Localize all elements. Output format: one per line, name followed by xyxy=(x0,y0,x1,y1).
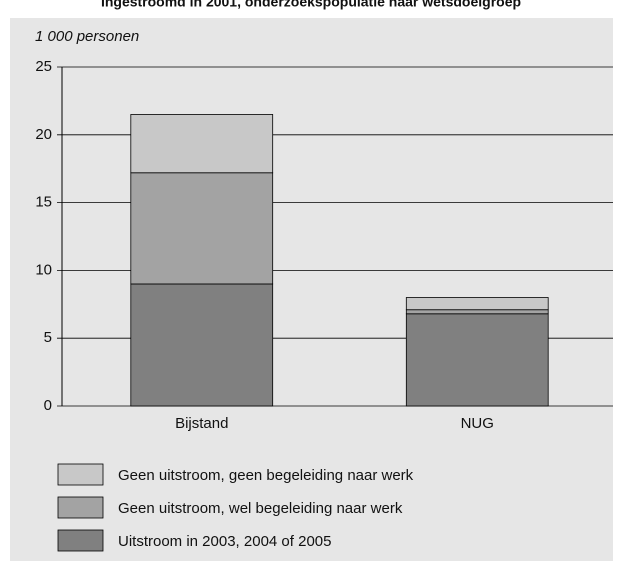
x-tick-label: NUG xyxy=(461,415,494,432)
legend-swatch xyxy=(57,496,104,519)
legend-swatch xyxy=(57,529,104,552)
y-tick-label: 5 xyxy=(44,329,52,346)
y-tick-label: 0 xyxy=(44,397,52,414)
legend-label: Geen uitstroom, geen begeleiding naar we… xyxy=(118,467,414,484)
legend-label: Uitstroom in 2003, 2004 of 2005 xyxy=(118,533,331,550)
bar-segment xyxy=(405,309,549,315)
bar-segment xyxy=(130,283,274,407)
bar-segment xyxy=(405,313,549,407)
x-tick-label: Bijstand xyxy=(175,415,228,432)
y-tick-label: 10 xyxy=(35,261,52,278)
bar-segment xyxy=(130,172,274,285)
legend-label: Geen uitstroom, wel begeleiding naar wer… xyxy=(118,500,403,517)
background xyxy=(10,18,613,561)
chart-title: Ingestroomd in 2001, onderzoekspopulatie… xyxy=(101,0,521,10)
y-tick-label: 25 xyxy=(35,58,52,75)
legend-swatch xyxy=(57,463,104,486)
bar-segment xyxy=(130,114,274,174)
y-axis-label: 1 000 personen xyxy=(35,28,139,45)
y-tick-label: 20 xyxy=(35,126,52,143)
y-tick-label: 15 xyxy=(35,194,52,211)
bar-segment xyxy=(405,297,549,311)
